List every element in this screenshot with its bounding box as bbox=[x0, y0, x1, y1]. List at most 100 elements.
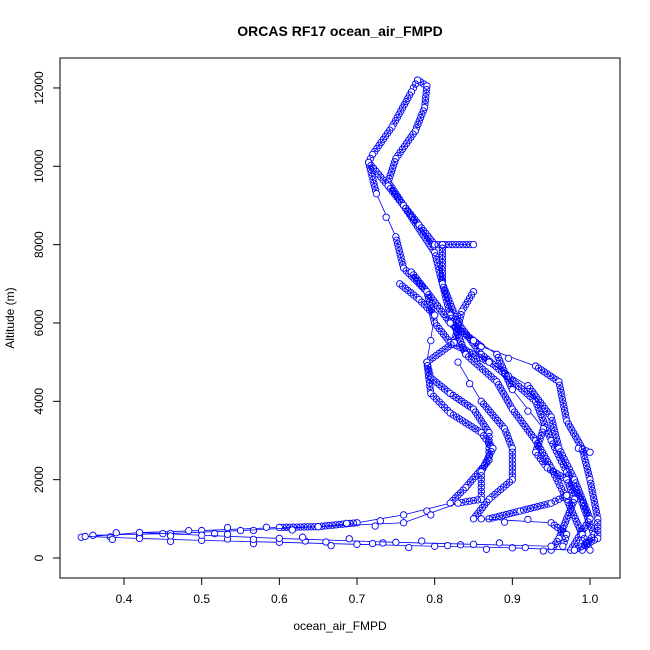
data-point bbox=[438, 255, 447, 263]
data-point bbox=[382, 213, 390, 221]
data-point bbox=[249, 526, 258, 535]
data-point bbox=[587, 479, 595, 487]
series-line bbox=[488, 494, 567, 520]
x-tick-label: 0.6 bbox=[271, 592, 288, 606]
data-point bbox=[465, 497, 474, 505]
data-point bbox=[465, 380, 474, 388]
data-point bbox=[590, 497, 598, 505]
data-point bbox=[379, 539, 387, 547]
data-point bbox=[580, 541, 589, 549]
data-point bbox=[550, 427, 559, 435]
data-point bbox=[589, 490, 597, 498]
data-point bbox=[420, 301, 428, 309]
data-point bbox=[387, 168, 396, 176]
data-point bbox=[586, 546, 594, 554]
data-point bbox=[332, 521, 340, 529]
data-point bbox=[427, 336, 435, 345]
data-point bbox=[590, 536, 599, 544]
data-point bbox=[236, 526, 245, 535]
data-point bbox=[566, 505, 575, 513]
data-point bbox=[556, 385, 565, 393]
data-point bbox=[584, 539, 592, 548]
data-point bbox=[571, 514, 579, 523]
data-point bbox=[495, 512, 504, 520]
data-point bbox=[533, 502, 542, 511]
data-point bbox=[275, 523, 283, 532]
series-13 bbox=[574, 444, 594, 456]
data-point bbox=[368, 150, 377, 159]
data-point bbox=[443, 541, 452, 550]
data-point bbox=[591, 500, 599, 509]
data-series bbox=[77, 76, 602, 555]
data-point bbox=[555, 444, 563, 452]
data-point bbox=[438, 251, 447, 259]
y-tick-label: 8000 bbox=[32, 231, 46, 258]
x-tick-label: 0.9 bbox=[504, 592, 521, 606]
data-point bbox=[487, 448, 495, 456]
data-point bbox=[537, 431, 545, 440]
data-point bbox=[506, 438, 514, 446]
data-point bbox=[574, 444, 583, 452]
data-point bbox=[424, 365, 432, 373]
data-point bbox=[594, 534, 602, 543]
data-point bbox=[562, 458, 570, 466]
data-point bbox=[370, 179, 378, 187]
data-point bbox=[431, 542, 439, 550]
data-point bbox=[581, 506, 589, 514]
x-tick-label: 1.0 bbox=[582, 592, 599, 606]
data-point bbox=[438, 244, 447, 252]
data-point bbox=[424, 368, 432, 377]
data-point bbox=[411, 80, 420, 88]
data-point bbox=[551, 430, 560, 439]
data-point bbox=[398, 257, 406, 265]
data-point bbox=[494, 353, 502, 362]
series-line bbox=[139, 532, 552, 547]
data-point bbox=[505, 379, 514, 387]
data-point bbox=[454, 491, 462, 499]
x-axis: 0.4 0.5 0.6 0.7 0.8 0.9 1.0 bbox=[116, 577, 599, 606]
data-point bbox=[509, 509, 517, 517]
data-point bbox=[563, 515, 571, 523]
data-point bbox=[576, 489, 584, 497]
data-point bbox=[566, 485, 575, 494]
data-point bbox=[455, 318, 463, 326]
data-point bbox=[440, 287, 448, 295]
data-point bbox=[422, 85, 431, 94]
data-point bbox=[371, 522, 379, 530]
data-point bbox=[415, 295, 423, 304]
data-point bbox=[288, 526, 296, 534]
data-point bbox=[438, 265, 447, 274]
data-point bbox=[376, 517, 384, 525]
data-point bbox=[584, 469, 592, 477]
data-point bbox=[519, 506, 528, 514]
x-tick-label: 0.7 bbox=[349, 592, 366, 606]
data-point bbox=[459, 486, 467, 494]
data-point bbox=[448, 240, 456, 249]
data-point bbox=[582, 505, 590, 513]
data-point bbox=[422, 93, 430, 101]
data-point bbox=[560, 403, 568, 411]
data-point bbox=[392, 538, 400, 546]
data-point bbox=[583, 508, 592, 516]
data-point bbox=[415, 117, 423, 125]
series-4 bbox=[77, 280, 493, 541]
data-point bbox=[563, 462, 572, 470]
data-point bbox=[558, 451, 567, 459]
data-point bbox=[567, 469, 575, 477]
series-8 bbox=[454, 358, 516, 523]
data-point bbox=[462, 498, 470, 506]
data-point bbox=[530, 503, 538, 512]
data-point bbox=[552, 434, 561, 442]
data-point bbox=[456, 314, 464, 322]
data-point bbox=[539, 417, 548, 425]
data-point bbox=[552, 474, 561, 483]
x-tick-label: 0.8 bbox=[426, 592, 443, 606]
data-point bbox=[418, 298, 426, 306]
data-point bbox=[537, 502, 545, 510]
data-point bbox=[582, 462, 591, 470]
data-point bbox=[427, 511, 435, 519]
data-point bbox=[561, 534, 570, 543]
data-point bbox=[399, 264, 408, 272]
y-tick-label: 4000 bbox=[32, 388, 46, 415]
